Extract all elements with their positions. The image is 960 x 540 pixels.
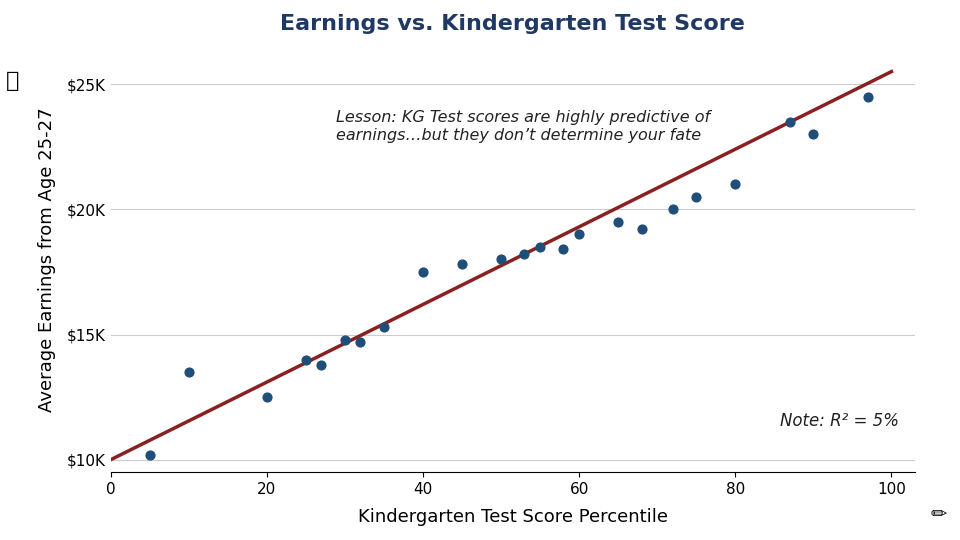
Point — [376, 323, 392, 332]
Point — [805, 130, 821, 139]
Point — [259, 393, 275, 401]
Point — [571, 230, 587, 239]
Point — [533, 242, 548, 251]
Point — [556, 245, 571, 254]
Point — [516, 250, 532, 259]
Point — [142, 450, 157, 459]
Point — [314, 360, 329, 369]
Point — [728, 180, 743, 188]
Point — [454, 260, 469, 269]
Text: Lesson: KG Test scores are highly predictive of
earnings…but they don’t determin: Lesson: KG Test scores are highly predic… — [336, 110, 710, 143]
Text: Note: R² = 5%: Note: R² = 5% — [780, 411, 899, 430]
Point — [416, 268, 431, 276]
Point — [634, 225, 649, 234]
Point — [688, 192, 704, 201]
Point — [181, 368, 197, 376]
Title: Earnings vs. Kindergarten Test Score: Earnings vs. Kindergarten Test Score — [280, 14, 745, 34]
Y-axis label: Average Earnings from Age 25-27: Average Earnings from Age 25-27 — [37, 107, 56, 411]
Point — [860, 92, 876, 101]
Point — [611, 218, 626, 226]
Point — [299, 355, 314, 364]
Text: ✏️: ✏️ — [931, 505, 948, 524]
Point — [352, 338, 368, 346]
Point — [493, 255, 509, 264]
Point — [665, 205, 681, 214]
X-axis label: Kindergarten Test Score Percentile: Kindergarten Test Score Percentile — [358, 508, 668, 526]
Text: 💰: 💰 — [6, 71, 19, 91]
Point — [782, 117, 798, 126]
Point — [337, 335, 352, 344]
